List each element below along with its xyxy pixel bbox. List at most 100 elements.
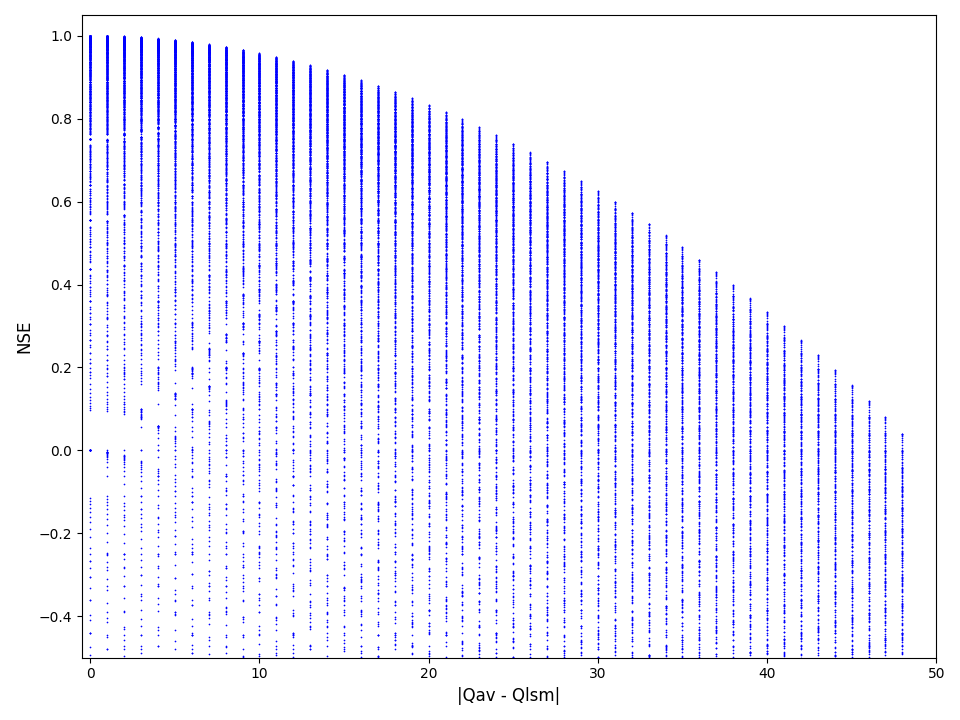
Point bbox=[320, 197, 335, 209]
Point bbox=[252, 134, 267, 145]
Point bbox=[438, 282, 453, 294]
Point bbox=[320, 136, 335, 148]
Point bbox=[167, 48, 182, 59]
Point bbox=[302, 101, 318, 112]
Point bbox=[150, 141, 165, 153]
Point bbox=[133, 114, 149, 126]
Point bbox=[793, 511, 808, 523]
Point bbox=[201, 113, 216, 125]
Point bbox=[100, 83, 115, 94]
Point bbox=[658, 361, 673, 372]
Point bbox=[895, 503, 910, 514]
Point bbox=[302, 167, 318, 179]
Point bbox=[184, 158, 200, 169]
Point bbox=[371, 102, 386, 114]
Point bbox=[607, 346, 622, 357]
Point bbox=[302, 143, 318, 155]
Point bbox=[455, 233, 470, 244]
Point bbox=[269, 285, 284, 297]
Point bbox=[404, 177, 420, 189]
Point bbox=[184, 78, 200, 90]
Point bbox=[320, 166, 335, 178]
Point bbox=[150, 53, 165, 65]
Point bbox=[83, 96, 98, 108]
Point bbox=[641, 314, 657, 325]
Point bbox=[471, 377, 487, 388]
Point bbox=[353, 85, 369, 96]
Point bbox=[421, 110, 437, 122]
Point bbox=[726, 359, 741, 371]
Point bbox=[540, 263, 555, 274]
Point bbox=[489, 134, 504, 145]
Point bbox=[540, 367, 555, 379]
Point bbox=[658, 351, 673, 362]
Point bbox=[218, 45, 233, 56]
Point bbox=[353, 312, 369, 323]
Point bbox=[235, 204, 251, 215]
Point bbox=[675, 302, 690, 314]
Point bbox=[100, 84, 115, 95]
Point bbox=[269, 69, 284, 81]
Point bbox=[184, 113, 200, 125]
Point bbox=[590, 194, 606, 205]
Point bbox=[116, 69, 132, 81]
Point bbox=[320, 145, 335, 156]
Point bbox=[489, 215, 504, 226]
Point bbox=[286, 125, 301, 136]
Point bbox=[506, 608, 521, 619]
Point bbox=[793, 463, 808, 474]
Point bbox=[455, 197, 470, 208]
Point bbox=[404, 114, 420, 125]
Point bbox=[116, 330, 132, 341]
Point bbox=[320, 350, 335, 361]
Point bbox=[607, 225, 622, 237]
Point bbox=[675, 279, 690, 290]
Point bbox=[184, 422, 200, 433]
Point bbox=[607, 236, 622, 248]
Point bbox=[590, 187, 606, 199]
Point bbox=[83, 86, 98, 97]
Point bbox=[387, 438, 402, 449]
Point bbox=[150, 34, 165, 45]
Point bbox=[455, 169, 470, 181]
Point bbox=[793, 370, 808, 382]
Point bbox=[506, 467, 521, 479]
Point bbox=[100, 30, 115, 42]
Point bbox=[777, 403, 792, 415]
Point bbox=[759, 474, 775, 485]
Point bbox=[455, 258, 470, 270]
Point bbox=[371, 536, 386, 548]
Point bbox=[286, 134, 301, 145]
Point bbox=[624, 222, 639, 234]
Point bbox=[353, 233, 369, 244]
Point bbox=[133, 276, 149, 287]
Point bbox=[877, 487, 893, 499]
Point bbox=[269, 158, 284, 170]
Point bbox=[471, 319, 487, 330]
Point bbox=[218, 217, 233, 229]
Point bbox=[641, 521, 657, 532]
Point bbox=[302, 275, 318, 287]
Point bbox=[455, 131, 470, 143]
Point bbox=[540, 382, 555, 394]
Point bbox=[895, 485, 910, 496]
Point bbox=[336, 103, 351, 114]
Point bbox=[607, 302, 622, 313]
Point bbox=[421, 291, 437, 302]
Point bbox=[201, 381, 216, 392]
Point bbox=[404, 99, 420, 110]
Point bbox=[100, 32, 115, 43]
Point bbox=[184, 305, 200, 316]
Point bbox=[167, 58, 182, 70]
Point bbox=[252, 147, 267, 158]
Point bbox=[286, 202, 301, 214]
Point bbox=[218, 60, 233, 71]
Point bbox=[404, 319, 420, 330]
Point bbox=[692, 416, 708, 428]
Point bbox=[421, 132, 437, 143]
Point bbox=[320, 131, 335, 143]
Point bbox=[624, 455, 639, 467]
Point bbox=[286, 369, 301, 380]
Point bbox=[116, 238, 132, 249]
Point bbox=[557, 171, 572, 183]
